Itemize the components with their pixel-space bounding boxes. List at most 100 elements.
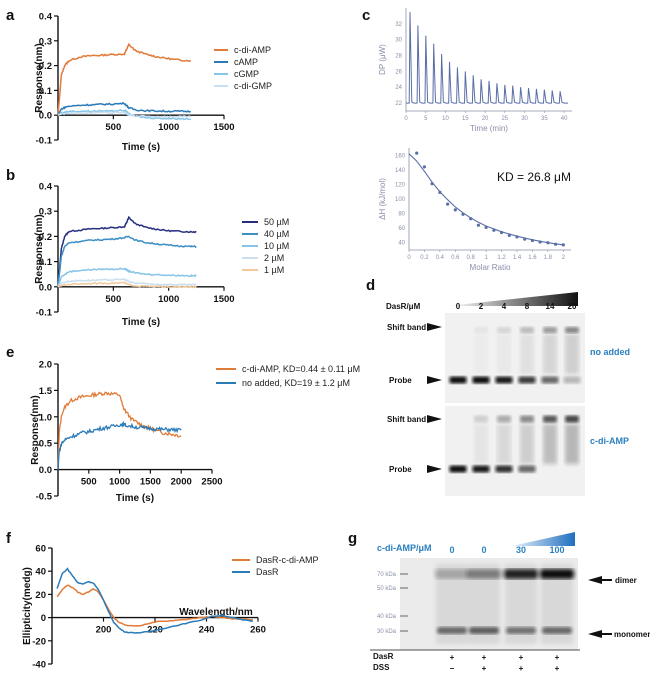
x-tick-label: 1.4 bbox=[513, 255, 522, 261]
conc-label: 20 bbox=[568, 302, 577, 311]
y-tick-label: -0.1 bbox=[36, 308, 53, 319]
probe-band bbox=[518, 376, 536, 384]
data-point bbox=[461, 212, 465, 216]
arrow-icon bbox=[427, 323, 442, 331]
data-point bbox=[523, 237, 527, 241]
x-tick-label: 0.4 bbox=[436, 255, 445, 261]
shift-band-label-bottom: Shift band bbox=[387, 415, 426, 424]
panel-label-c: c bbox=[362, 7, 370, 24]
condition-no-added: no added bbox=[590, 347, 630, 357]
shift-band bbox=[497, 327, 511, 333]
chart-a: -0.1 0.0 0.1 0.2 0.3 0.4 500 1000 1500 Time (s) Re… bbox=[34, 12, 272, 154]
shift-band bbox=[543, 327, 557, 333]
data-point bbox=[446, 202, 450, 206]
chart-c-itc-thermogram: 22 24 26 28 30 32 0 5 10 15 20 25 30 35 40 Time (min) DP… bbox=[378, 8, 572, 133]
blot-bands bbox=[435, 564, 574, 644]
probe-band bbox=[472, 465, 490, 473]
series-line-1 bbox=[57, 42, 192, 116]
smear bbox=[474, 424, 488, 464]
conc-label: 14 bbox=[546, 302, 555, 311]
data-point bbox=[453, 208, 457, 212]
conc-label: 0 bbox=[456, 302, 461, 311]
fit-curve bbox=[408, 153, 564, 246]
gel-bottom bbox=[445, 406, 585, 496]
treatment-signs: + − + + + + + + bbox=[450, 653, 560, 673]
y-tick-label: 40 bbox=[35, 567, 46, 578]
x-tick-label: 2 bbox=[562, 255, 566, 261]
x-tick-label: 1000 bbox=[109, 477, 130, 488]
y-tick-label: 24 bbox=[395, 85, 402, 91]
y-tick-label: -0.1 bbox=[36, 136, 53, 147]
x-tick-label: 500 bbox=[105, 122, 121, 133]
legend-entry-2: cAMP bbox=[234, 57, 258, 67]
x-tick-label: 1000 bbox=[158, 294, 179, 305]
monomer-band bbox=[506, 627, 536, 634]
probe-band bbox=[518, 465, 536, 473]
y-axis-label: ΔH (kJ/mol) bbox=[378, 178, 387, 220]
y-tick-label: 0.2 bbox=[39, 232, 52, 243]
probe-band bbox=[472, 376, 490, 384]
data-point bbox=[438, 190, 442, 194]
x-tick-label: 40 bbox=[561, 116, 568, 122]
probe-band bbox=[541, 376, 559, 384]
data-point bbox=[469, 217, 473, 221]
conc-label: 0 bbox=[481, 545, 486, 555]
dimer-band bbox=[540, 569, 574, 579]
dimer-label: dimer bbox=[615, 576, 637, 585]
row-label-dss: DSS bbox=[373, 663, 390, 672]
y-tick-label: 32 bbox=[395, 22, 402, 28]
y-tick-label: 80 bbox=[398, 212, 405, 218]
y-tick-label: 0.0 bbox=[39, 282, 52, 293]
dimer-band bbox=[504, 569, 538, 579]
shift-band bbox=[543, 415, 557, 423]
y-tick-label: 0.0 bbox=[39, 111, 52, 122]
y-tick-label: 0.4 bbox=[39, 12, 53, 23]
monomer-band bbox=[542, 627, 572, 634]
panel-label-e: e bbox=[6, 344, 14, 361]
dss-sign: + bbox=[519, 664, 524, 673]
dss-sign: + bbox=[555, 664, 560, 673]
x-axis-label: Wavelength/nm bbox=[179, 607, 253, 618]
dimer-band bbox=[435, 569, 469, 579]
series-line-5 bbox=[57, 281, 197, 289]
y-tick-label: 100 bbox=[395, 197, 406, 203]
smear bbox=[520, 424, 534, 464]
series-line-3 bbox=[57, 108, 192, 121]
series-line-4 bbox=[57, 278, 197, 288]
mw-markers: 70 kDa 50 kDa 40 kDa 30 kDa bbox=[377, 572, 408, 635]
series-line-1 bbox=[57, 215, 197, 287]
x-tick-label: 2500 bbox=[201, 477, 222, 488]
mw-marker-label: 40 kDa bbox=[377, 614, 397, 620]
legend-entry-3: 10 µM bbox=[264, 241, 289, 251]
probe-band bbox=[449, 376, 467, 384]
arrow-icon bbox=[427, 415, 442, 423]
dasr-conc-label: DasR/μM bbox=[386, 302, 421, 311]
x-tick-label: 25 bbox=[501, 116, 508, 122]
data-point bbox=[430, 182, 434, 186]
concentration-wedge bbox=[512, 532, 575, 546]
probe-band bbox=[449, 465, 467, 473]
dasr-sign: + bbox=[450, 653, 455, 662]
y-tick-label: 0.3 bbox=[39, 36, 52, 47]
x-tick-label: 1.2 bbox=[497, 255, 506, 261]
mw-marker-label: 70 kDa bbox=[377, 572, 397, 578]
monomer-band bbox=[469, 627, 499, 634]
chart-e: -0.5 0.0 0.5 1.0 1.5 2.0 500 1000 1500 2000 2500 Ti… bbox=[30, 360, 360, 505]
y-tick-label: 28 bbox=[395, 54, 402, 60]
conc-label: 100 bbox=[549, 545, 564, 555]
shift-band bbox=[474, 327, 488, 333]
x-tick-label: 200 bbox=[96, 625, 112, 636]
data-point bbox=[422, 165, 426, 169]
legend-entry-1: c-di-AMP, KD=0.44 ± 0.11 μM bbox=[242, 364, 360, 374]
legend-entry-1: c-di-AMP bbox=[234, 45, 271, 55]
chart-c-itc-isotherm: 40 60 80 100 120 140 160 0 0.2 0.4 0.6 0.8 1 1.2 1.4 1.… bbox=[378, 148, 571, 272]
x-tick-label: 20 bbox=[482, 116, 489, 122]
arrow-icon bbox=[588, 576, 602, 584]
y-tick-label: -0.5 bbox=[36, 492, 53, 503]
series-line-1 bbox=[57, 391, 182, 470]
chart-b: -0.1 0.0 0.1 0.2 0.3 0.4 500 1000 1500 Time (s) Re… bbox=[34, 182, 289, 329]
data-point bbox=[561, 243, 565, 247]
gel-title: c-di-AMP/μM bbox=[377, 543, 432, 553]
dimer-band bbox=[467, 569, 501, 579]
